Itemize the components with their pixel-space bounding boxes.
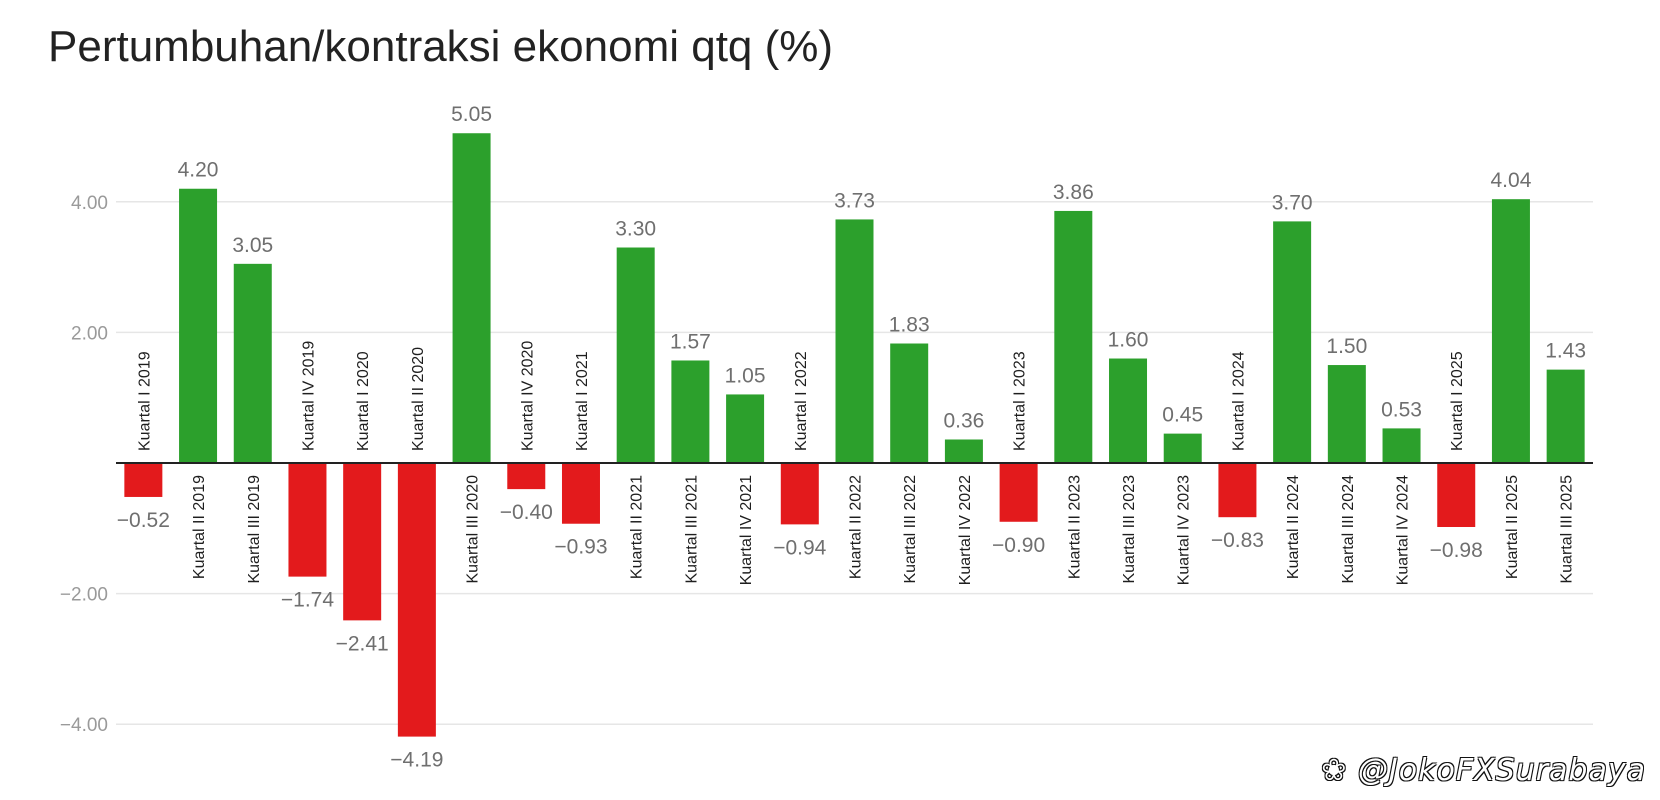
bar [944, 439, 983, 463]
bar [1054, 210, 1093, 463]
bar [397, 463, 436, 737]
value-label: −0.90 [992, 534, 1045, 557]
value-label: −1.74 [281, 589, 334, 612]
bar [452, 133, 491, 464]
bar [780, 463, 819, 525]
category-label: Kuartal II 2023 [1066, 475, 1083, 579]
bar [1382, 428, 1421, 463]
value-label: −0.93 [554, 536, 607, 559]
bar [616, 247, 655, 463]
bar [835, 219, 874, 463]
value-label: −4.19 [390, 749, 443, 772]
category-label: Kuartal IV 2023 [1176, 475, 1193, 585]
category-label: Kuartal III 2019 [246, 475, 263, 584]
y-tick-label: −4.00 [60, 715, 108, 736]
value-label: 3.73 [834, 189, 875, 212]
category-label: Kuartal I 2021 [574, 351, 591, 451]
bar [124, 463, 163, 497]
category-label: Kuartal IV 2024 [1395, 475, 1412, 585]
y-tick-label: −2.00 [60, 585, 108, 606]
category-label: Kuartal III 2025 [1559, 475, 1576, 584]
bar [1546, 369, 1585, 463]
y-tick-label: 4.00 [71, 193, 108, 214]
bar [890, 343, 929, 463]
value-label: 3.70 [1272, 191, 1313, 214]
value-labels: −0.524.203.05−1.74−2.41−4.195.05−0.40−0.… [117, 103, 1586, 771]
bar [671, 360, 710, 463]
bar [1491, 199, 1530, 464]
category-label: Kuartal III 2021 [683, 475, 700, 584]
bar [999, 463, 1038, 522]
category-label: Kuartal II 2025 [1504, 475, 1521, 579]
category-label: Kuartal IV 2021 [738, 475, 755, 585]
bars [124, 133, 1585, 737]
value-label: 3.86 [1053, 181, 1094, 204]
value-label: 3.30 [615, 218, 656, 241]
value-label: 0.45 [1162, 404, 1203, 427]
value-label: −0.40 [500, 501, 553, 524]
value-label: 1.60 [1108, 329, 1149, 352]
category-label: Kuartal I 2024 [1230, 351, 1247, 451]
value-label: 1.83 [889, 314, 930, 337]
category-label: Kuartal II 2022 [848, 475, 865, 579]
category-label: Kuartal IV 2022 [957, 475, 974, 585]
value-label: −0.94 [773, 536, 826, 559]
bar [179, 188, 218, 464]
category-label: Kuartal II 2019 [191, 475, 208, 579]
category-label: Kuartal I 2020 [355, 351, 372, 451]
bar [507, 463, 546, 490]
bar [288, 463, 327, 577]
value-label: 5.05 [451, 103, 492, 126]
bar [1327, 365, 1366, 463]
category-labels: Kuartal I 2019 Kuartal II 2019 Kuartal III… [136, 341, 1575, 586]
category-label: Kuartal I 2019 [136, 351, 153, 451]
value-label: 1.05 [725, 364, 766, 387]
category-label: Kuartal I 2025 [1449, 351, 1466, 451]
category-label: Kuartal III 2020 [465, 475, 482, 584]
category-label: Kuartal IV 2019 [300, 341, 317, 451]
value-label: −0.98 [1430, 539, 1483, 562]
bar [233, 263, 272, 463]
bar [1218, 463, 1257, 518]
y-tick-label: 2.00 [71, 323, 108, 344]
watermark: ❀ @JokoFXSurabaya [1321, 753, 1646, 788]
category-label: Kuartal III 2024 [1340, 475, 1357, 584]
category-label: Kuartal II 2021 [629, 475, 646, 579]
category-label: Kuartal IV 2020 [519, 341, 536, 451]
value-label: 1.57 [670, 330, 711, 353]
category-label: Kuartal I 2023 [1012, 351, 1029, 451]
chart-title: Pertumbuhan/kontraksi ekonomi qtq (%) [48, 22, 834, 71]
value-label: 4.20 [178, 159, 219, 182]
value-label: −0.52 [117, 509, 170, 532]
bar [726, 394, 765, 463]
bar [561, 463, 600, 524]
category-label: Kuartal III 2022 [902, 475, 919, 584]
value-label: 0.36 [943, 409, 984, 432]
bar [1109, 358, 1148, 463]
category-label: Kuartal II 2024 [1285, 475, 1302, 579]
bar [1163, 433, 1202, 463]
value-label: 0.53 [1381, 398, 1422, 421]
y-axis-ticks: −4.00 −2.00 2.00 4.00 [60, 193, 108, 736]
value-label: −2.41 [336, 632, 389, 655]
value-label: 1.43 [1545, 340, 1586, 363]
category-label: Kuartal I 2022 [793, 351, 810, 451]
bar [1437, 463, 1476, 527]
value-label: 3.05 [232, 234, 273, 257]
value-label: 1.50 [1326, 335, 1367, 358]
category-label: Kuartal II 2020 [410, 347, 427, 451]
category-label: Kuartal III 2023 [1121, 475, 1138, 584]
bar [343, 463, 382, 621]
value-label: −0.83 [1211, 529, 1264, 552]
value-label: 4.04 [1491, 169, 1532, 192]
bar [1273, 221, 1312, 463]
